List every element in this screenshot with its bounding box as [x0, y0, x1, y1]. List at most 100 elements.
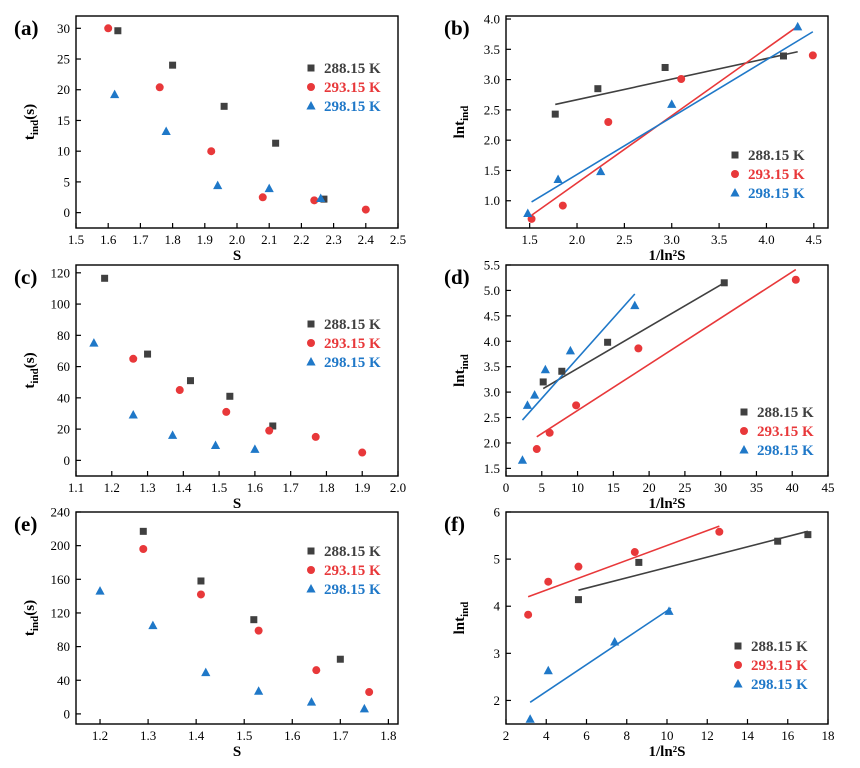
legend-marker — [307, 64, 315, 72]
x-axis-label: S — [233, 744, 241, 760]
x-tick-label: 10 — [571, 480, 584, 495]
fit-line — [555, 50, 798, 106]
fit-line — [527, 525, 720, 598]
legend-label: 298.15 K — [324, 355, 381, 371]
legend-marker — [740, 427, 748, 435]
data-point — [532, 445, 541, 454]
y-tick-label: 1.5 — [484, 163, 500, 178]
x-tick-label: 1.9 — [354, 480, 370, 495]
legend-label: 288.15 K — [757, 405, 814, 421]
data-point — [574, 596, 582, 604]
x-tick-label: 25 — [678, 480, 691, 495]
data-point — [89, 338, 99, 347]
y-tick-label: 5 — [64, 174, 71, 189]
data-point — [720, 279, 728, 287]
data-point — [254, 686, 264, 695]
data-point — [129, 354, 138, 363]
legend-marker — [307, 566, 315, 574]
y-tick-label: 4.5 — [484, 308, 500, 323]
x-tick-label: 2 — [503, 728, 510, 743]
plot-frame — [75, 511, 399, 725]
y-tick-label: 3.5 — [484, 42, 500, 57]
x-axis-label: 1/ln²S — [648, 248, 685, 264]
x-tick-label: 1.7 — [132, 232, 149, 247]
y-tick-label: 3.0 — [484, 72, 500, 87]
y-tick-label: 4.0 — [484, 12, 500, 27]
legend-marker — [739, 445, 749, 454]
legend-marker — [306, 101, 316, 110]
fit-line — [536, 268, 797, 438]
x-tick-label: 2.0 — [569, 232, 585, 247]
panel-label: (d) — [444, 265, 470, 289]
x-tick-label: 2.2 — [293, 232, 309, 247]
x-tick-label: 2.4 — [358, 232, 375, 247]
y-axis-label: tind(s) — [22, 600, 41, 636]
legend-label: 288.15 K — [324, 61, 381, 77]
legend-marker — [733, 679, 743, 688]
y-tick-label: 10 — [57, 144, 70, 159]
y-axis-label: lntind — [452, 354, 471, 387]
chart-panel-6: (f) 2 4 6 8 10 12 14 16 18 2 3 4 5 6 1/ln²S lntind 288.15… — [444, 505, 835, 761]
data-point — [201, 667, 211, 677]
plot-frame — [505, 15, 829, 229]
y-axis-label-subscript: ind — [459, 602, 471, 617]
x-tick-label: 10 — [661, 728, 674, 743]
y-axis-label-main: t — [22, 631, 38, 636]
chart-panel-4: (d) 0 5 10 15 20 25 30 35 40 45 1.5 2.0 2.5 3.0 3.5 4.0 4… — [444, 258, 835, 513]
x-axis-label: S — [233, 248, 241, 264]
y-tick-label: 2 — [494, 693, 501, 708]
data-point — [186, 377, 194, 385]
y-axis-label-main: lnt — [452, 121, 468, 139]
data-point — [539, 378, 547, 386]
data-point — [779, 52, 787, 60]
data-point — [175, 386, 184, 395]
x-axis-label: 1/ln²S — [648, 496, 685, 512]
data-point — [558, 201, 567, 210]
y-tick-label: 3 — [494, 646, 501, 661]
data-point — [522, 400, 533, 409]
chart-panel-2: (b) 1.5 2.0 2.5 3.0 3.5 4.0 4.5 1.0 1.5 2.0 2.5 3.0 3… — [444, 12, 829, 264]
legend-label: 293.15 K — [748, 167, 805, 183]
legend-label: 298.15 K — [757, 443, 814, 459]
data-point — [254, 626, 263, 635]
plot-frame — [505, 264, 829, 477]
y-tick-label: 2.5 — [484, 410, 500, 425]
data-point — [634, 344, 643, 353]
y-tick-label: 25 — [57, 52, 70, 67]
legend-marker — [731, 170, 739, 178]
data-point — [306, 697, 317, 706]
y-tick-label: 15 — [57, 113, 70, 128]
y-tick-label: 4.0 — [484, 334, 500, 349]
data-point — [524, 610, 533, 619]
data-point — [336, 655, 344, 663]
data-point — [250, 444, 260, 453]
x-axis-label: 1/ln²S — [648, 744, 685, 760]
y-axis-label: lntind — [452, 106, 471, 139]
y-tick-label: 0 — [64, 205, 71, 220]
x-tick-label: 4.5 — [806, 232, 822, 247]
x-tick-label: 1.9 — [197, 232, 213, 247]
y-tick-label: 5.0 — [484, 283, 500, 298]
x-tick-label: 20 — [643, 480, 656, 495]
y-tick-label: 2.0 — [484, 133, 500, 148]
data-point — [196, 590, 205, 599]
legend-marker — [730, 188, 740, 197]
y-axis-label-subscript: ind — [459, 354, 471, 369]
data-point — [551, 110, 559, 118]
y-tick-label: 1.5 — [484, 461, 500, 476]
legend-marker — [306, 584, 316, 593]
data-point — [635, 558, 643, 566]
x-tick-label: 1.4 — [188, 728, 205, 743]
legend-marker — [307, 320, 315, 328]
fit-line — [521, 293, 636, 421]
data-point — [661, 63, 669, 71]
x-tick-label: 1.2 — [92, 728, 108, 743]
data-point — [272, 139, 280, 147]
data-point — [139, 545, 148, 554]
data-point — [596, 166, 606, 176]
data-point — [774, 537, 782, 545]
data-point — [128, 410, 138, 419]
x-tick-label: 45 — [822, 480, 835, 495]
y-axis-label: tind(s) — [22, 352, 41, 388]
